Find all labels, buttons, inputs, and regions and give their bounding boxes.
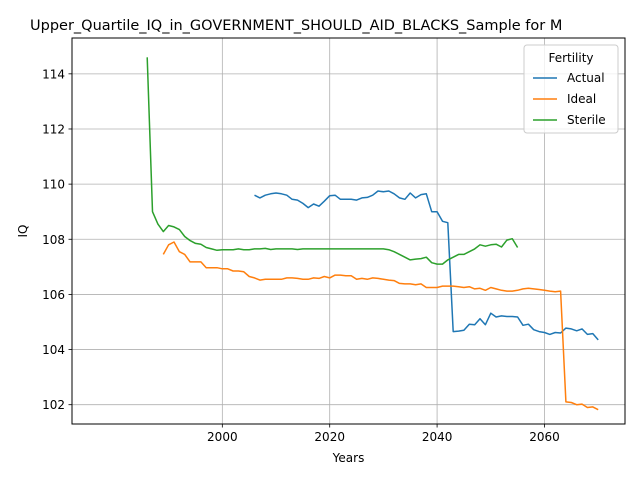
- y-axis-label: IQ: [16, 225, 30, 238]
- series-line-actual: [254, 190, 599, 341]
- y-tick-label: 108: [42, 233, 65, 247]
- y-tick-label: 102: [42, 398, 65, 412]
- x-tick-label: 2000: [207, 430, 238, 444]
- x-axis: 2000 2020 2040 2060: [207, 424, 560, 444]
- legend-label-actual: Actual: [567, 71, 605, 85]
- legend-items: Actual Ideal Sterile: [533, 71, 606, 127]
- series-layer: [146, 57, 599, 411]
- y-tick-label: 110: [42, 178, 65, 192]
- y-tick-label: 112: [42, 122, 65, 136]
- legend: Fertility Actual Ideal Sterile: [523, 44, 619, 134]
- legend-title: Fertility: [548, 51, 593, 65]
- legend-label-sterile: Sterile: [567, 113, 606, 127]
- y-axis: 102 104 106 108 110 112 114: [42, 67, 72, 412]
- legend-label-ideal: Ideal: [567, 92, 596, 106]
- plot-frame: [71, 37, 626, 425]
- y-tick-label: 114: [42, 67, 65, 81]
- series-line-sterile: [146, 57, 519, 265]
- x-tick-label: 2060: [529, 430, 560, 444]
- chart-title: Upper_Quartile_IQ_in_GOVERNMENT_SHOULD_A…: [30, 18, 562, 34]
- x-tick-label: 2040: [422, 430, 453, 444]
- series-line-ideal: [162, 241, 599, 411]
- y-tick-label: 106: [42, 288, 65, 302]
- legend-box: [523, 44, 619, 134]
- x-axis-label: Years: [332, 451, 365, 465]
- y-tick-label: 104: [42, 343, 65, 357]
- x-tick-label: 2020: [314, 430, 345, 444]
